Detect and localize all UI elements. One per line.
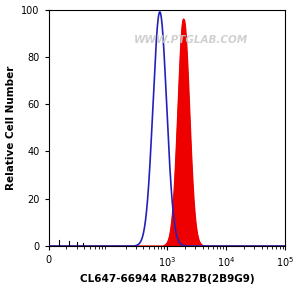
Y-axis label: Relative Cell Number: Relative Cell Number: [6, 66, 16, 190]
Text: WWW.PTGLAB.COM: WWW.PTGLAB.COM: [134, 35, 248, 45]
X-axis label: CL647-66944 RAB27B(2B9G9): CL647-66944 RAB27B(2B9G9): [80, 274, 254, 284]
